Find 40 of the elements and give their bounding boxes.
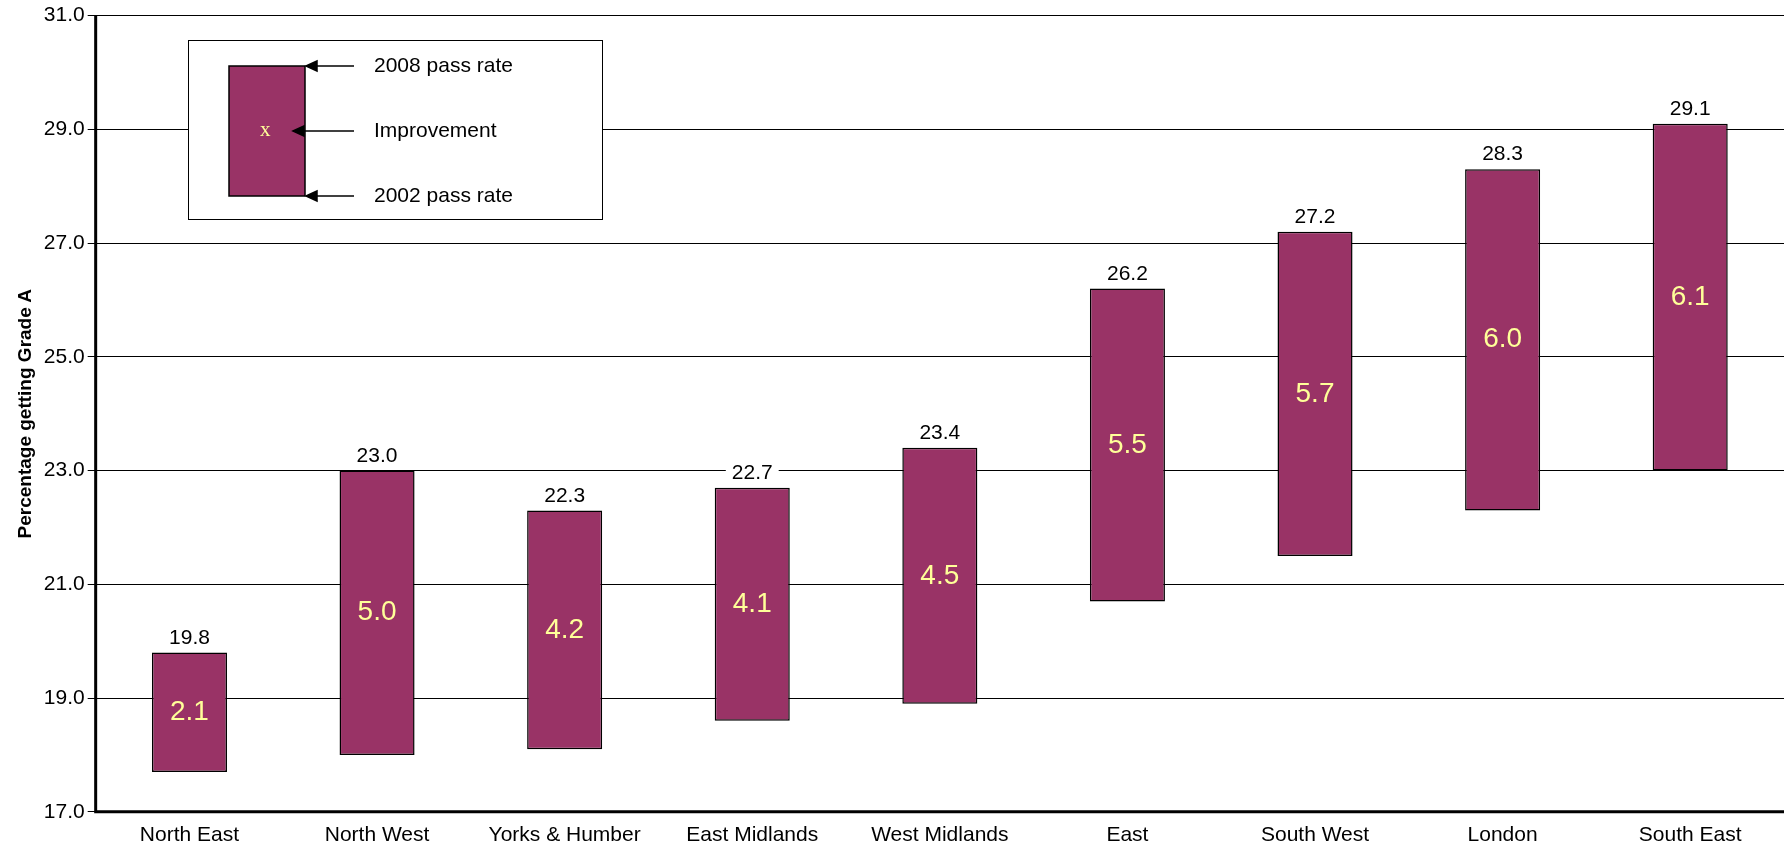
x-tick-label: South West bbox=[1260, 822, 1370, 846]
x-tick-label: North West bbox=[324, 822, 430, 846]
x-tick-label: North East bbox=[139, 822, 240, 846]
data-label: 4.2 bbox=[545, 612, 585, 644]
annotation: x bbox=[260, 117, 271, 142]
annotation: 26.2 bbox=[1106, 260, 1148, 284]
y-tick-label: 19.0 bbox=[43, 684, 85, 708]
annotation: 23.4 bbox=[919, 420, 961, 444]
annotation: Improvement bbox=[374, 118, 497, 142]
annotation: 2008 pass rate bbox=[374, 53, 513, 77]
data-label: 5.5 bbox=[1107, 427, 1147, 459]
data-label: 6.0 bbox=[1483, 322, 1523, 354]
data-label: 5.7 bbox=[1295, 376, 1335, 408]
x-tick-label: West Midlands bbox=[871, 822, 1009, 846]
annotation: 23.0 bbox=[356, 442, 398, 466]
x-tick-label: London bbox=[1467, 822, 1538, 846]
x-tick-label: East Midlands bbox=[686, 822, 819, 846]
x-tick-label: Yorks & Humber bbox=[488, 822, 641, 846]
annotation: 22.7 bbox=[731, 459, 773, 483]
annotation: 19.8 bbox=[169, 624, 210, 648]
y-tick-label: 21.0 bbox=[43, 571, 85, 595]
annotation: 2002 pass rate bbox=[374, 183, 513, 207]
data-label: 2.1 bbox=[170, 694, 209, 726]
y-axis-title: Percentage getting Grade A bbox=[13, 288, 35, 539]
data-label: 4.1 bbox=[732, 586, 772, 618]
data-label: 5.0 bbox=[357, 595, 397, 627]
x-tick-label: East bbox=[1106, 822, 1149, 846]
x-tick-label: South East bbox=[1638, 822, 1742, 846]
y-tick-label: 27.0 bbox=[43, 229, 85, 253]
y-tick-label: 25.0 bbox=[43, 343, 85, 367]
annotation: 22.3 bbox=[544, 482, 586, 506]
y-tick-label: 29.0 bbox=[43, 116, 85, 140]
annotation: 27.2 bbox=[1294, 204, 1336, 228]
y-tick-label: 23.0 bbox=[43, 457, 85, 481]
y-tick-label: 31.0 bbox=[43, 2, 85, 26]
annotation: 28.3 bbox=[1482, 141, 1524, 165]
y-tick-label: 17.0 bbox=[43, 798, 85, 822]
annotation: 29.1 bbox=[1669, 95, 1711, 119]
data-label: 4.5 bbox=[920, 558, 960, 590]
data-label: 6.1 bbox=[1670, 279, 1710, 311]
